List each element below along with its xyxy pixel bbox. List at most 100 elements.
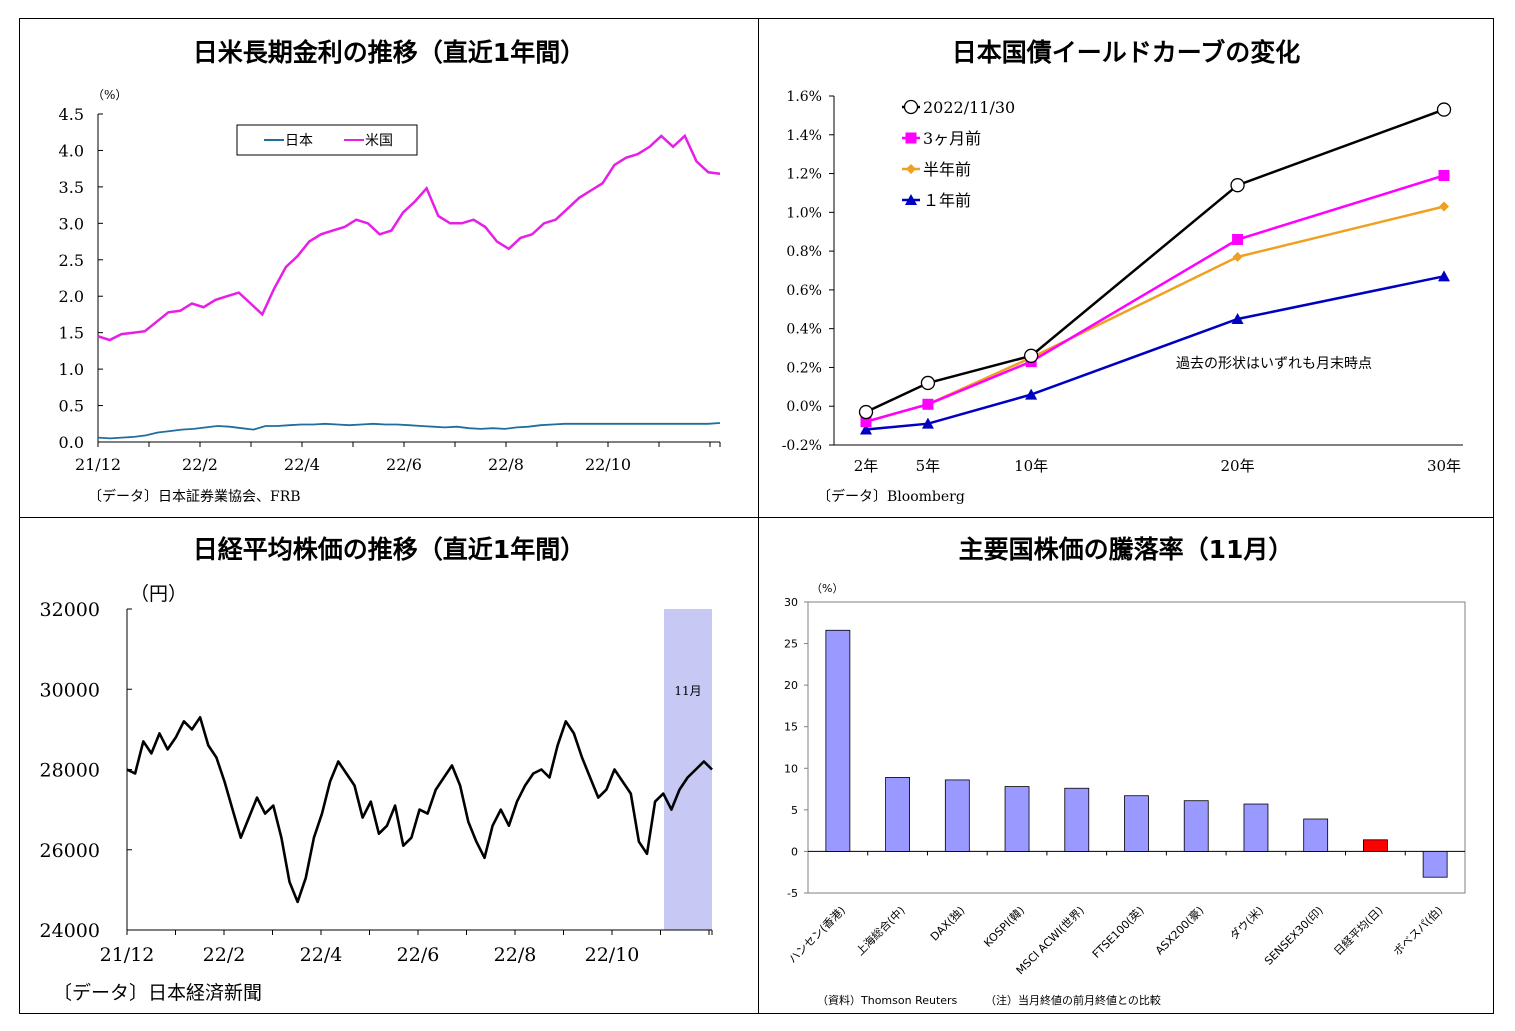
rates-legend-label: 日本 (285, 133, 313, 149)
nikkei-x-tick-label: 22/4 (300, 944, 343, 966)
panel-yield: 日本国債イールドカーブの変化 -0.2% 0.0% 0.2% 0.4% 0.6% 0.8%… (758, 18, 1494, 518)
yield-legend-marker (903, 99, 919, 115)
stocks-bar (825, 629, 851, 852)
rates-x-tick-label: 22/2 (182, 455, 218, 474)
nikkei-series-line (126, 716, 713, 904)
yield-annotation: 過去の形状はいずれも月末時点 (1176, 356, 1372, 372)
yield-y-tick-label: 1.6% (786, 89, 822, 105)
yield-x-tick-label: 10年 (1014, 457, 1048, 475)
yield-y-tick-label: 0.6% (786, 283, 822, 299)
rates-x-tick-label: 22/6 (386, 455, 422, 474)
stocks-bar (1243, 803, 1269, 852)
yield-series-point (1231, 312, 1244, 324)
nikkei-x-tick-label: 22/10 (585, 944, 640, 966)
nikkei-highlight-label: 11月 (674, 684, 701, 698)
yield-x-tick-label: 5年 (916, 457, 941, 475)
yield-y-tick-label: 1.4% (786, 128, 822, 144)
rates-y-tick-label: 2.0 (59, 287, 84, 306)
yield-series-point (860, 416, 872, 428)
rates-series-japan (97, 422, 721, 440)
stocks-bar (1124, 795, 1149, 852)
rates-y-tick-label: 3.5 (59, 178, 84, 197)
yield-legend-marker (905, 132, 917, 144)
panel-nikkei: 日経平均株価の推移（直近1年間） 11月 24000 26000 28000 30000… (19, 517, 759, 1014)
stocks-y-tick-label: 20 (784, 679, 798, 692)
stocks-x-tick-label: ASX200(豪) (1152, 903, 1206, 957)
yield-legend-label: 半年前 (923, 160, 971, 179)
yield-series-point (920, 375, 936, 391)
nikkei-y-tick-label: 28000 (40, 760, 100, 782)
rates-series-us (97, 133, 721, 342)
rates-y-tick-label: 4.0 (59, 141, 84, 160)
yield-series-point (1025, 388, 1038, 400)
stocks-x-tick-label: FTSE100(英) (1089, 903, 1147, 961)
stocks-bar (1422, 851, 1448, 878)
yield-legend-marker (906, 164, 916, 174)
rates-x-tick-label: 21/12 (75, 455, 121, 474)
stocks-x-tick-label: ボベスパ(伯) (1390, 903, 1445, 958)
nikkei-x-tick-label: 22/6 (397, 944, 440, 966)
nikkei-highlight-band (664, 609, 712, 930)
yield-y-tick-label: 0.0% (786, 399, 822, 415)
stocks-x-tick-label: 日経平均(日) (1331, 904, 1385, 958)
yield-series-point (1230, 178, 1245, 193)
nikkei-y-tick-label: 26000 (40, 840, 100, 862)
rates-y-tick-label: 0.0 (59, 433, 84, 452)
yield-series-point (1438, 169, 1450, 181)
stocks-bar (1363, 839, 1388, 852)
yield-legend-label: 2022/11/30 (923, 98, 1015, 117)
yield-series-point (1232, 233, 1244, 245)
yield-y-tick-label: 0.4% (786, 322, 822, 338)
stocks-y-tick-label: 25 (784, 638, 798, 651)
yield-legend-label: 3ヶ月前 (923, 129, 981, 148)
yield-y-tick-label: 0.2% (786, 360, 822, 376)
yield-y-tick-label: 1.2% (786, 167, 822, 183)
yield-series-point (1439, 201, 1449, 212)
nikkei-y-tick-label: 32000 (40, 599, 100, 621)
rates-chart: 0.0 0.5 1.0 1.5 2.0 2.5 3.0 3.5 4.0 4.5 （%） 21/12 22… (59, 88, 721, 474)
stocks-y-tick-label: 30 (784, 596, 798, 609)
panel-rates: 日米長期金利の推移（直近1年間） 0.0 0.5 1.0 1.5 2.0 2.5 3.0 3.… (19, 18, 759, 518)
stocks-x-tick-label: DAX(独) (928, 904, 968, 944)
nikkei-x-tick-label: 21/12 (100, 944, 155, 966)
stocks-note: （注）当月終値の前月終値との比較 (985, 994, 1161, 1007)
stocks-title: 主要国株価の騰落率（11月） (958, 535, 1294, 564)
rates-y-tick-label: 1.0 (59, 360, 84, 379)
stocks-bar (1004, 786, 1030, 852)
rates-y-tick-label: 0.5 (59, 397, 84, 416)
yield-y-tick-label: 0.8% (786, 244, 822, 260)
yield-x-tick-label: 20年 (1221, 457, 1255, 475)
stocks-y-tick-label: 10 (784, 762, 798, 775)
stocks-y-tick-label: -5 (787, 887, 798, 900)
stocks-bar (1183, 800, 1209, 852)
rates-unit-label: （%） (92, 88, 127, 102)
nikkei-source: 〔データ〕日本経済新聞 (53, 982, 263, 1004)
yield-series-point (921, 417, 934, 429)
yield-series-point (922, 398, 934, 410)
yield-legend-marker (905, 194, 917, 205)
stocks-bar (944, 779, 970, 852)
rates-source: 〔データ〕日本証券業協会、FRB (88, 489, 301, 505)
nikkei-unit-label: （円） (130, 583, 187, 605)
yield-series-line (865, 275, 1445, 431)
yield-series-point (1232, 251, 1243, 262)
stocks-x-tick-label: ダウ(米) (1227, 903, 1266, 942)
yield-x-tick-label: 2年 (854, 457, 879, 475)
stocks-source: （資料）Thomson Reuters (817, 994, 958, 1007)
yield-title: 日本国債イールドカーブの変化 (951, 38, 1301, 67)
rates-legend-label: 米国 (365, 133, 393, 149)
stocks-chart: -5 0 5 10 15 20 25 30 （%） ハンセン(香港) 上海総合(中) DAX(独) KO… (784, 582, 1466, 977)
yield-series-line (865, 205, 1445, 423)
stocks-y-tick-label: 0 (791, 845, 798, 858)
stocks-bar (1064, 787, 1090, 852)
stocks-x-tick-label: ハンセン(香港) (786, 904, 848, 966)
nikkei-chart: 11月 24000 26000 28000 30000 32000 （円） 21/12 22/2… (40, 583, 713, 966)
yield-series-point (1436, 102, 1452, 117)
rates-y-tick-label: 3.0 (59, 214, 84, 233)
stocks-x-tick-label: 上海総合(中) (853, 903, 908, 958)
yield-series-point (1023, 348, 1039, 363)
yield-x-tick-label: 30年 (1427, 457, 1461, 475)
stocks-x-tick-label: SENSEX30(印) (1262, 904, 1326, 968)
rates-y-tick-label: 4.5 (59, 105, 84, 124)
nikkei-y-tick-label: 30000 (40, 679, 100, 701)
